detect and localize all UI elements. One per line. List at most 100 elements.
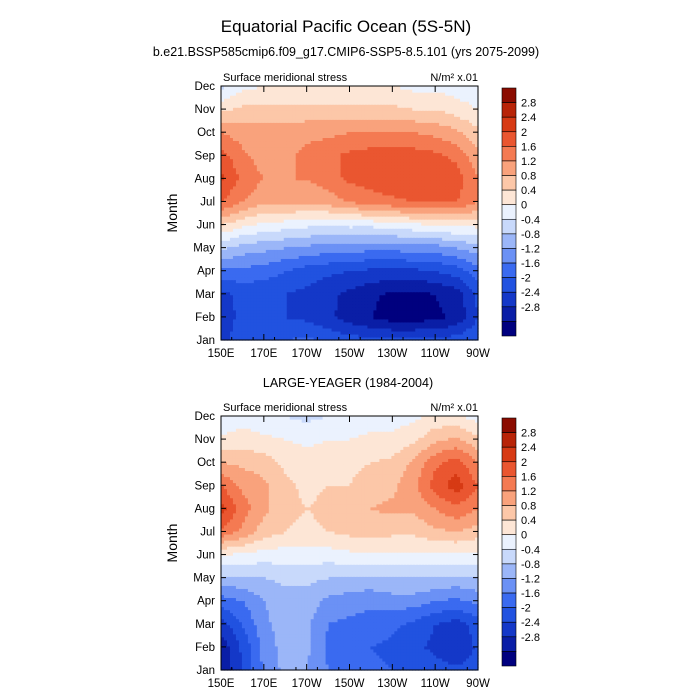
contour-cell [268,303,273,308]
contour-cell [448,206,452,211]
contour-cell [289,285,294,290]
contour-cell [313,228,318,232]
contour-cell [229,321,234,326]
contour-cell [355,182,360,187]
contour-cell [436,333,440,338]
contour-cell [427,303,431,308]
contour-cell [364,164,369,169]
contour-cell [244,191,249,196]
contour-cell [313,252,318,256]
contour-cell [406,264,410,269]
contour-cell [328,279,333,284]
contour-cell [388,249,392,253]
contour-cell [307,164,312,169]
contour-cell [337,330,342,335]
contour-cell [358,330,363,335]
contour-cell [430,279,434,284]
contour-cell [337,164,342,169]
contour-cell [259,261,264,265]
contour-cell [463,219,467,223]
contour-cell [280,194,285,199]
contour-cell [403,231,407,235]
contour-cell [235,219,240,223]
contour-cell [472,167,476,172]
contour-cell [352,200,357,205]
contour-cell [238,206,243,211]
contour-cell [328,321,333,326]
contour-cell [298,255,303,259]
contour-cell [331,194,336,199]
contour-cell [442,197,446,202]
contour-cell [448,321,452,326]
contour-cell [262,206,267,211]
contour-cell [256,209,261,214]
contour-cell [382,288,386,293]
contour-cell [358,240,363,244]
contour-cell [448,282,452,287]
contour-cell [313,321,318,326]
contour-cell [457,327,461,332]
contour-cell [328,288,333,293]
contour-cell [436,291,440,296]
contour-cell [415,333,419,338]
contour-cell [376,297,380,302]
contour-cell [295,270,300,275]
contour-cell [262,312,267,317]
contour-cell [322,309,327,314]
contour-cell [421,258,425,262]
contour-cell [352,282,357,287]
contour-cell [457,279,461,284]
contour-cell [274,321,279,326]
contour-cell [403,243,407,247]
contour-cell [460,291,464,296]
contour-cell [247,264,252,269]
contour-cell [370,282,375,287]
contour-cell [415,303,419,308]
contour-cell [322,276,327,281]
contour-cell [355,273,360,278]
contour-cell [424,240,428,244]
contour-cell [259,164,264,169]
contour-cell [442,249,446,253]
contour-cell [283,330,288,335]
contour-cell [250,179,255,184]
contour-cell [439,167,443,172]
contour-cell [430,261,434,265]
contour-cell [358,194,363,199]
contour-cell [274,324,279,329]
contour-cell [304,282,309,287]
contour-cell [433,273,437,278]
contour-cell [427,270,431,275]
contour-cell [328,309,333,314]
contour-cell [364,188,369,193]
contour-cell [241,255,246,259]
contour-cell [271,164,276,169]
contour-cell [439,291,443,296]
contour-cell [322,279,327,284]
contour-cell [421,249,425,253]
contour-cell [361,213,366,217]
contour-cell [316,306,321,311]
contour-cell [427,291,431,296]
contour-cell [262,294,267,299]
contour-cell [253,179,258,184]
contour-cell [292,203,297,208]
contour-cell [226,188,231,193]
contour-cell [271,200,276,205]
contour-cell [319,252,324,256]
contour-cell [250,312,255,317]
contour-cell [232,219,237,223]
contour-cell [451,336,455,341]
contour-cell [349,200,354,205]
contour-cell [325,188,330,193]
contour-cell [295,303,300,308]
contour-cell [475,194,479,199]
contour-cell [403,191,407,196]
contour-cell [445,237,449,241]
contour-cell [439,219,443,223]
contour-cell [379,200,383,205]
contour-cell [292,249,297,253]
contour-cell [331,182,336,187]
contour-cell [322,164,327,169]
contour-cell [430,309,434,314]
